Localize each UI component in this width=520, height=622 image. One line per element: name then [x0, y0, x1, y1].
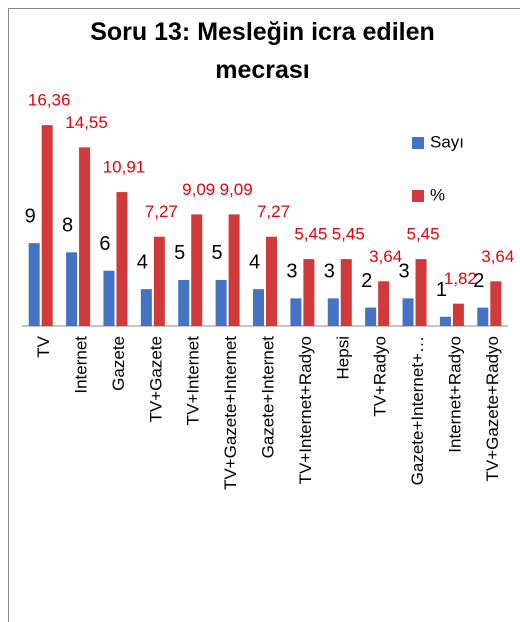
bar — [303, 259, 315, 326]
data-label: 10,91 — [103, 158, 146, 177]
bar — [340, 259, 352, 326]
x-tick-label: Internet — [72, 336, 91, 394]
x-tick-label: TV+Gazete — [146, 336, 165, 422]
data-label: 2 — [361, 270, 372, 292]
legend-label: % — [430, 185, 445, 204]
data-label: 3 — [286, 261, 297, 283]
x-tick-label: TV+Internet — [184, 336, 203, 426]
legend-swatch — [412, 137, 424, 149]
bar — [477, 307, 489, 326]
bar — [103, 270, 115, 326]
data-label: 5,45 — [406, 225, 439, 244]
data-label: 7,27 — [257, 202, 290, 221]
data-label: 6 — [99, 233, 110, 255]
bar — [415, 259, 427, 326]
data-label: 5 — [174, 242, 185, 264]
bar — [79, 147, 91, 326]
data-label: 5,45 — [332, 225, 365, 244]
data-label: 1,82 — [444, 269, 477, 288]
data-label: 2 — [473, 270, 484, 292]
legend-swatch — [412, 190, 424, 202]
bar — [290, 298, 302, 326]
x-tick-label: Gazete+Internet+… — [408, 336, 427, 485]
data-label: 4 — [137, 251, 148, 273]
data-label: 14,55 — [65, 113, 108, 132]
data-label: 9,09 — [220, 180, 253, 199]
x-tick-label: Internet+Radyo — [445, 336, 464, 453]
bar — [153, 236, 165, 326]
bar — [178, 279, 190, 326]
data-label: 4 — [249, 251, 260, 273]
bar — [439, 316, 451, 326]
data-label: 3 — [398, 261, 409, 283]
x-tick-label: Hepsi — [333, 336, 352, 379]
x-tick-label: TV+Radyo — [371, 336, 390, 417]
bar — [215, 279, 227, 326]
bar — [41, 125, 53, 326]
chart-title: Soru 13: Mesleğin icra edilen mecrası — [90, 18, 435, 84]
legend-label: Sayı — [430, 132, 464, 151]
data-label: 9,09 — [182, 180, 215, 199]
x-tick-label: Gazete — [109, 336, 128, 391]
bar — [378, 281, 390, 326]
data-label: 9 — [25, 205, 36, 227]
bar — [116, 192, 128, 326]
bar — [66, 252, 78, 326]
data-label: 1 — [436, 279, 447, 301]
bar — [402, 298, 414, 326]
data-label: 5 — [212, 242, 223, 264]
chart-frame — [8, 8, 520, 622]
bar — [490, 281, 502, 326]
bar — [253, 289, 264, 326]
bar — [327, 298, 339, 326]
x-tick-label: TV+Gazete+Internet — [221, 336, 240, 490]
bar — [191, 214, 203, 326]
x-tick-label: TV+Internet+Radyo — [296, 336, 315, 484]
x-tick-label: TV — [34, 335, 53, 357]
bar — [228, 214, 240, 326]
data-label: 16,36 — [28, 91, 71, 110]
bar — [365, 307, 377, 326]
data-label: 3,64 — [481, 247, 514, 266]
data-label: 3 — [324, 261, 335, 283]
bar — [452, 303, 464, 326]
x-tick-label: TV+Gazete+Radyo — [483, 336, 502, 482]
x-tick-label: Gazete+Internet — [258, 336, 277, 459]
data-label: 5,45 — [294, 225, 327, 244]
bar — [28, 243, 40, 326]
data-label: 7,27 — [145, 202, 178, 221]
bar — [140, 289, 152, 326]
bar — [266, 236, 277, 326]
data-label: 3,64 — [369, 247, 402, 266]
data-label: 8 — [62, 215, 73, 237]
